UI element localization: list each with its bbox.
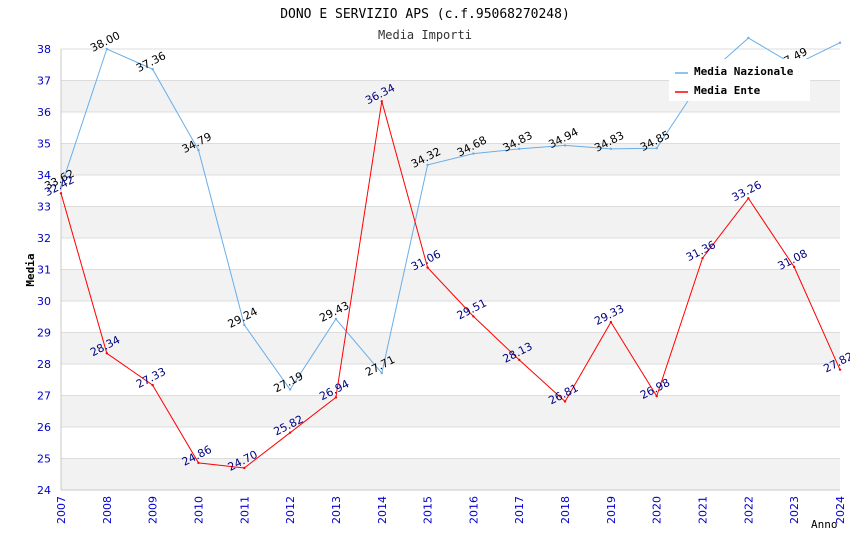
data-point: [380, 371, 383, 375]
grid-band: [61, 427, 840, 459]
data-point: [59, 192, 63, 195]
data-point: [472, 152, 475, 155]
y-tick-label: 35: [37, 138, 51, 151]
legend-box: [669, 59, 810, 101]
x-tick-label: 2011: [238, 496, 251, 524]
data-point: [59, 185, 63, 189]
data-point: [288, 431, 292, 434]
data-point: [472, 315, 475, 318]
grid-lines: [61, 48, 840, 491]
data-point: [105, 352, 109, 355]
grid-band: [61, 206, 840, 238]
y-ticks: 24 25 26 27 28 29 30 31 32 33 34 35 36 37 38: [37, 43, 51, 497]
data-point: [609, 147, 613, 151]
legend-label-nazionale: Media Nazionale: [694, 65, 794, 78]
grid-band: [61, 238, 840, 270]
grid-band: [61, 395, 840, 427]
y-tick-label: 28: [37, 358, 51, 371]
y-tick-label: 32: [37, 232, 51, 245]
data-point: [197, 461, 200, 465]
x-tick-label: 2015: [422, 496, 435, 524]
y-tick-label: 38: [37, 43, 51, 56]
data-point: [518, 358, 521, 362]
series-line-ente: [60, 101, 841, 469]
y-tick-label: 29: [37, 327, 51, 340]
x-tick-label: 2007: [55, 496, 68, 524]
grid-band: [61, 269, 840, 301]
data-point: [426, 163, 429, 167]
grid-band: [61, 458, 840, 490]
y-tick-label: 27: [37, 390, 51, 403]
x-tick-label: 2013: [330, 496, 343, 524]
y-tick-label: 24: [37, 484, 51, 497]
x-tick-label: 2024: [834, 496, 847, 524]
y-tick-label: 33: [37, 201, 51, 214]
data-point: [334, 396, 338, 399]
data-point: [426, 266, 429, 269]
x-tick-label: 2017: [513, 496, 526, 524]
x-tick-label: 2009: [147, 496, 160, 524]
data-point: [655, 394, 658, 398]
x-tick-label: 2010: [192, 496, 205, 524]
data-point: [151, 67, 154, 71]
x-tick-label: 2021: [697, 496, 710, 524]
y-tick-label: 31: [37, 264, 51, 277]
legend: Media Nazionale Media Ente: [669, 59, 810, 101]
data-point: [288, 388, 292, 391]
grid-band: [61, 364, 840, 396]
x-tick-label: 2018: [559, 496, 572, 524]
x-tick-label: 2008: [101, 496, 114, 524]
data-point: [197, 148, 200, 152]
data-point: [747, 36, 750, 40]
data-point: [838, 368, 842, 371]
x-ticks: 2007 2008 2009 2010 2011 2012 2013 2014 2015 2016…: [55, 496, 847, 524]
data-point: [334, 317, 338, 321]
grid-bands: [61, 49, 840, 490]
data-point: [151, 383, 154, 387]
y-tick-label: 36: [37, 106, 51, 119]
data-point: [105, 47, 109, 51]
y-tick-label: 30: [37, 295, 51, 308]
chart-title: DONO E SERVIZIO APS (c.f.95068270248): [280, 7, 570, 22]
data-point: [243, 466, 246, 470]
data-point: [609, 320, 613, 324]
x-tick-label: 2019: [605, 496, 618, 524]
data-point: [701, 256, 704, 260]
x-tick-label: 2012: [284, 496, 297, 524]
data-point: [380, 100, 383, 103]
y-tick-label: 37: [37, 75, 51, 88]
x-tick-label: 2022: [742, 496, 755, 524]
y-tick-label: 25: [37, 453, 51, 466]
axes: [60, 49, 840, 491]
grid-band: [61, 301, 840, 333]
grid-band: [61, 112, 840, 144]
x-axis-label: Anno: [811, 518, 838, 531]
x-tick-label: 2023: [788, 496, 801, 524]
data-point: [792, 265, 796, 269]
data-point: [747, 197, 750, 200]
data-point: [243, 323, 246, 327]
x-tick-label: 2020: [651, 496, 664, 524]
data-point: [518, 147, 521, 151]
y-tick-label: 26: [37, 421, 51, 434]
y-axis-label: Media: [24, 253, 37, 286]
data-point: [563, 144, 567, 147]
chart-subtitle: Media Importi: [378, 28, 472, 42]
data-point: [563, 400, 567, 403]
x-tick-label: 2014: [376, 496, 389, 524]
data-point: [655, 147, 658, 150]
data-point: [838, 41, 842, 44]
grid-band: [61, 175, 840, 207]
x-tick-label: 2016: [467, 496, 480, 524]
grid-band: [61, 332, 840, 364]
legend-label-ente: Media Ente: [694, 84, 761, 97]
y-tick-label: 34: [37, 169, 51, 182]
